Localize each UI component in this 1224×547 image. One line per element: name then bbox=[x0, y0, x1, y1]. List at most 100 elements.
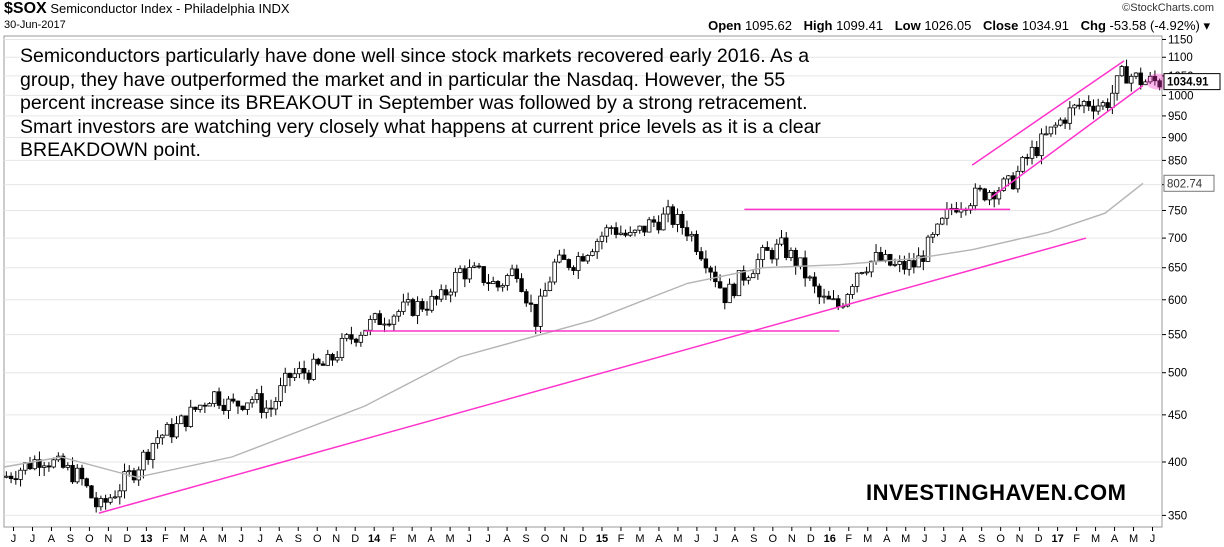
ohlc-readout: Open 1095.62 High 1099.41 Low 1026.05 Cl… bbox=[708, 18, 1210, 34]
candle-body bbox=[1129, 75, 1134, 84]
ma-value-label: 802.74 bbox=[1167, 178, 1203, 190]
candle-body bbox=[1081, 101, 1087, 107]
x-tick-label: N bbox=[104, 533, 112, 545]
close-label: Close bbox=[982, 18, 1019, 33]
trendline bbox=[98, 237, 1087, 514]
y-tick-label: 550 bbox=[1168, 330, 1187, 342]
x-tick-label: J bbox=[1150, 533, 1156, 545]
moving-average-line bbox=[3, 182, 1144, 479]
x-tick-label: M bbox=[1129, 533, 1138, 545]
candle-body bbox=[571, 267, 576, 271]
candle-body bbox=[599, 235, 605, 242]
candle-body bbox=[750, 273, 756, 279]
x-tick-label: J bbox=[941, 533, 947, 545]
candle-body bbox=[727, 283, 732, 304]
x-tick-label: J bbox=[694, 533, 700, 545]
high-value: 1099.41 bbox=[836, 18, 884, 33]
candle-body bbox=[216, 391, 222, 406]
x-tick-label: J bbox=[11, 533, 17, 545]
candle-body bbox=[836, 298, 841, 308]
candle-body bbox=[689, 233, 694, 237]
brand-watermark: INVESTINGHAVEN.COM bbox=[866, 480, 1127, 505]
candle-body bbox=[396, 311, 401, 317]
candle-body bbox=[902, 261, 907, 270]
candle-body bbox=[940, 217, 945, 225]
candle-body bbox=[60, 455, 66, 468]
candle-body bbox=[89, 485, 94, 499]
candle-body bbox=[46, 465, 52, 468]
candle-body bbox=[1006, 175, 1011, 180]
x-tick-label: N bbox=[788, 533, 796, 545]
x-tick-label: A bbox=[200, 533, 208, 545]
chevron-down-icon[interactable]: ▾ bbox=[1203, 18, 1210, 33]
candle-body bbox=[524, 291, 529, 304]
symbol: $SOX bbox=[4, 0, 47, 17]
candle-body bbox=[193, 406, 198, 410]
candle-body bbox=[661, 213, 666, 231]
y-tick-label: 650 bbox=[1168, 263, 1187, 275]
candle-body bbox=[179, 415, 184, 425]
candle-body bbox=[410, 299, 416, 316]
candle-body bbox=[1025, 156, 1030, 159]
candle-body bbox=[717, 281, 723, 289]
x-tick-label: M bbox=[901, 533, 910, 545]
candle-body bbox=[1020, 156, 1025, 172]
candle-body bbox=[401, 301, 406, 312]
candle-body bbox=[632, 229, 638, 233]
y-tick-label: 700 bbox=[1168, 233, 1187, 245]
x-tick-label: O bbox=[541, 533, 550, 545]
candle-body bbox=[1133, 72, 1139, 77]
candle-body bbox=[169, 423, 174, 438]
candle-body bbox=[873, 252, 879, 262]
candle-body bbox=[150, 443, 156, 461]
candle-body bbox=[987, 192, 992, 201]
x-tick-label: S bbox=[67, 533, 74, 545]
candle-body bbox=[122, 471, 127, 492]
candle-body bbox=[628, 232, 633, 236]
x-tick-label: S bbox=[295, 533, 302, 545]
candle-body bbox=[490, 281, 496, 285]
candle-body bbox=[221, 404, 226, 411]
candle-body bbox=[741, 270, 746, 281]
candle-body bbox=[826, 295, 831, 300]
candle-body bbox=[349, 334, 354, 340]
x-tick-label: O bbox=[769, 533, 778, 545]
candle-body bbox=[207, 403, 212, 407]
candle-body bbox=[897, 261, 902, 265]
candle-body bbox=[665, 206, 671, 215]
candle-body bbox=[623, 232, 628, 236]
x-tick-label: J bbox=[485, 533, 491, 545]
x-tick-label: D bbox=[807, 533, 815, 545]
candle-body bbox=[656, 221, 661, 231]
candle-body bbox=[864, 271, 869, 274]
x-tick-label: A bbox=[503, 533, 511, 545]
chg-label: Chg bbox=[1080, 18, 1106, 33]
candle-body bbox=[415, 301, 420, 316]
candle-body bbox=[377, 313, 382, 325]
candle-body bbox=[854, 272, 860, 287]
candle-body bbox=[935, 223, 940, 235]
candle-body bbox=[613, 227, 619, 235]
candle-body bbox=[850, 285, 855, 295]
chart-header: $SOX Semiconductor Index - Philadelphia … bbox=[4, 0, 290, 18]
candle-body bbox=[528, 302, 534, 305]
candle-body bbox=[514, 268, 520, 280]
candle-body bbox=[755, 259, 761, 275]
y-tick-label: 1150 bbox=[1168, 34, 1193, 46]
y-tick-label: 850 bbox=[1168, 155, 1187, 167]
candle-body bbox=[1110, 92, 1115, 108]
candle-body bbox=[382, 323, 387, 326]
y-tick-label: 900 bbox=[1168, 133, 1187, 145]
candle-body bbox=[41, 465, 47, 468]
y-tick-label: 1000 bbox=[1168, 90, 1194, 102]
candle-body bbox=[183, 415, 189, 427]
candle-body bbox=[779, 237, 784, 245]
x-tick-label: S bbox=[522, 533, 529, 545]
candle-body bbox=[443, 289, 449, 296]
candle-body bbox=[1114, 75, 1120, 94]
candle-body bbox=[519, 278, 524, 293]
candle-body bbox=[264, 407, 269, 413]
x-tick-label: M bbox=[635, 533, 644, 545]
x-tick-label: F bbox=[845, 533, 852, 545]
